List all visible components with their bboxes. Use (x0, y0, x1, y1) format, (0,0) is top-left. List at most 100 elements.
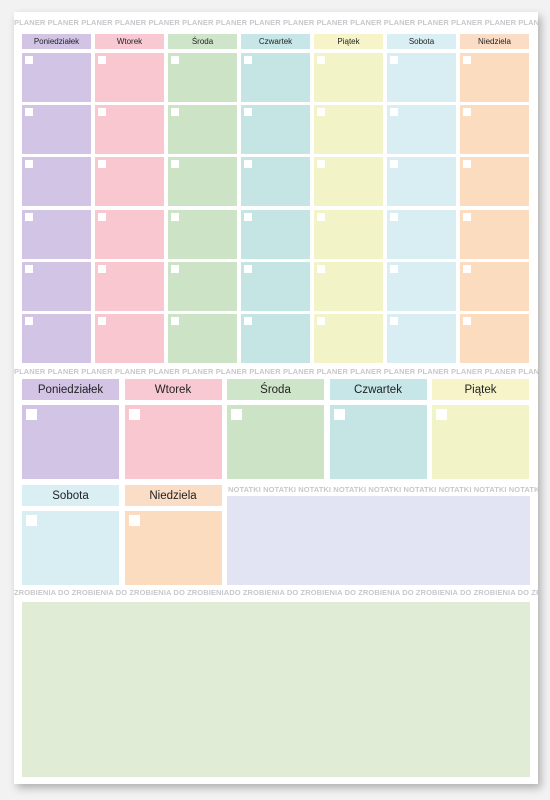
weekly-cell[interactable] (22, 105, 91, 155)
weekly-cell[interactable] (95, 157, 164, 207)
weekly-cell[interactable] (95, 261, 164, 311)
checkbox-icon[interactable] (25, 108, 33, 117)
checkbox-icon[interactable] (463, 56, 471, 64)
notes-area[interactable] (227, 496, 530, 585)
checkbox-icon[interactable] (317, 264, 325, 273)
checkbox-icon[interactable] (390, 56, 398, 64)
checkbox-icon[interactable] (171, 212, 179, 221)
checkbox-icon[interactable] (171, 108, 179, 117)
weekly-cell[interactable] (95, 53, 164, 102)
checkbox-icon[interactable] (244, 108, 252, 117)
weekly-cell[interactable] (22, 53, 91, 102)
weekly-cell[interactable] (241, 53, 310, 102)
checkbox-icon[interactable] (98, 160, 106, 169)
weekly-cell[interactable] (168, 209, 237, 259)
day-box-piatek[interactable] (432, 405, 529, 479)
weekly-cell[interactable] (241, 314, 310, 363)
weekly-cell[interactable] (314, 314, 383, 363)
checkbox-icon[interactable] (390, 212, 398, 221)
checkbox-icon[interactable] (98, 212, 106, 221)
checkbox-icon[interactable] (26, 515, 37, 526)
day-box-sroda[interactable] (227, 405, 324, 479)
weekly-cell[interactable] (460, 105, 529, 155)
weekly-cell[interactable] (241, 105, 310, 155)
day-box-czwartek[interactable] (329, 405, 427, 479)
checkbox-icon[interactable] (98, 56, 106, 64)
checkbox-icon[interactable] (25, 317, 33, 325)
weekly-cell[interactable] (22, 157, 91, 207)
checkbox-icon[interactable] (333, 409, 345, 420)
weekly-cell[interactable] (387, 105, 456, 155)
checkbox-icon[interactable] (390, 160, 398, 169)
day-box-wtorek[interactable] (124, 405, 222, 479)
weekly-cell[interactable] (241, 261, 310, 311)
checkbox-icon[interactable] (25, 56, 33, 64)
checkbox-icon[interactable] (390, 264, 398, 273)
checkbox-icon[interactable] (317, 212, 325, 221)
checkbox-icon[interactable] (231, 409, 242, 420)
weekly-cell[interactable] (241, 157, 310, 207)
weekly-cell[interactable] (387, 209, 456, 259)
weekly-cell[interactable] (314, 105, 383, 155)
weekly-cell[interactable] (168, 157, 237, 207)
checkbox-icon[interactable] (128, 409, 140, 420)
weekly-cell[interactable] (314, 209, 383, 259)
checkbox-icon[interactable] (463, 317, 471, 325)
checkbox-icon[interactable] (244, 160, 252, 169)
checkbox-icon[interactable] (317, 56, 325, 64)
day-box-niedziela[interactable] (124, 511, 222, 585)
checkbox-icon[interactable] (317, 160, 325, 169)
checkbox-icon[interactable] (128, 515, 140, 526)
weekly-cell[interactable] (387, 157, 456, 207)
todo-area[interactable] (22, 602, 530, 777)
weekly-cell[interactable] (168, 314, 237, 363)
day-box-sobota[interactable] (22, 511, 119, 585)
checkbox-icon[interactable] (25, 160, 33, 169)
weekly-cell[interactable] (460, 314, 529, 363)
weekly-cell[interactable] (460, 53, 529, 102)
day-box-poniedzialek[interactable] (22, 405, 119, 479)
checkbox-icon[interactable] (171, 264, 179, 273)
weekly-cell[interactable] (387, 314, 456, 363)
checkbox-icon[interactable] (463, 264, 471, 273)
weekly-cell[interactable] (314, 53, 383, 102)
weekly-cell[interactable] (460, 209, 529, 259)
checkbox-icon[interactable] (317, 108, 325, 117)
checkbox-icon[interactable] (26, 409, 37, 420)
checkbox-icon[interactable] (463, 160, 471, 169)
checkbox-icon[interactable] (171, 160, 179, 169)
checkbox-icon[interactable] (244, 212, 252, 221)
weekly-cell[interactable] (314, 157, 383, 207)
weekly-cell[interactable] (22, 314, 91, 363)
checkbox-icon[interactable] (98, 264, 106, 273)
weekly-cell[interactable] (387, 53, 456, 102)
weekly-cell[interactable] (314, 261, 383, 311)
weekly-cell[interactable] (168, 53, 237, 102)
weekly-cell[interactable] (95, 209, 164, 259)
weekly-cell[interactable] (168, 105, 237, 155)
checkbox-icon[interactable] (463, 108, 471, 117)
weekly-cell[interactable] (22, 261, 91, 311)
weekly-cell[interactable] (460, 157, 529, 207)
checkbox-icon[interactable] (463, 212, 471, 221)
weekly-cell[interactable] (95, 314, 164, 363)
checkbox-icon[interactable] (244, 56, 252, 64)
checkbox-icon[interactable] (390, 108, 398, 117)
checkbox-icon[interactable] (171, 56, 179, 64)
checkbox-icon[interactable] (317, 317, 325, 325)
weekly-cell[interactable] (241, 209, 310, 259)
checkbox-icon[interactable] (25, 264, 33, 273)
weekly-cell[interactable] (22, 209, 91, 259)
weekly-cell[interactable] (168, 261, 237, 311)
checkbox-icon[interactable] (244, 264, 252, 273)
checkbox-icon[interactable] (436, 409, 447, 420)
checkbox-icon[interactable] (98, 108, 106, 117)
checkbox-icon[interactable] (390, 317, 398, 325)
checkbox-icon[interactable] (244, 317, 252, 325)
checkbox-icon[interactable] (25, 212, 33, 221)
weekly-cell[interactable] (387, 261, 456, 311)
weekly-cell[interactable] (95, 105, 164, 155)
checkbox-icon[interactable] (98, 317, 106, 325)
weekly-cell[interactable] (460, 261, 529, 311)
checkbox-icon[interactable] (171, 317, 179, 325)
